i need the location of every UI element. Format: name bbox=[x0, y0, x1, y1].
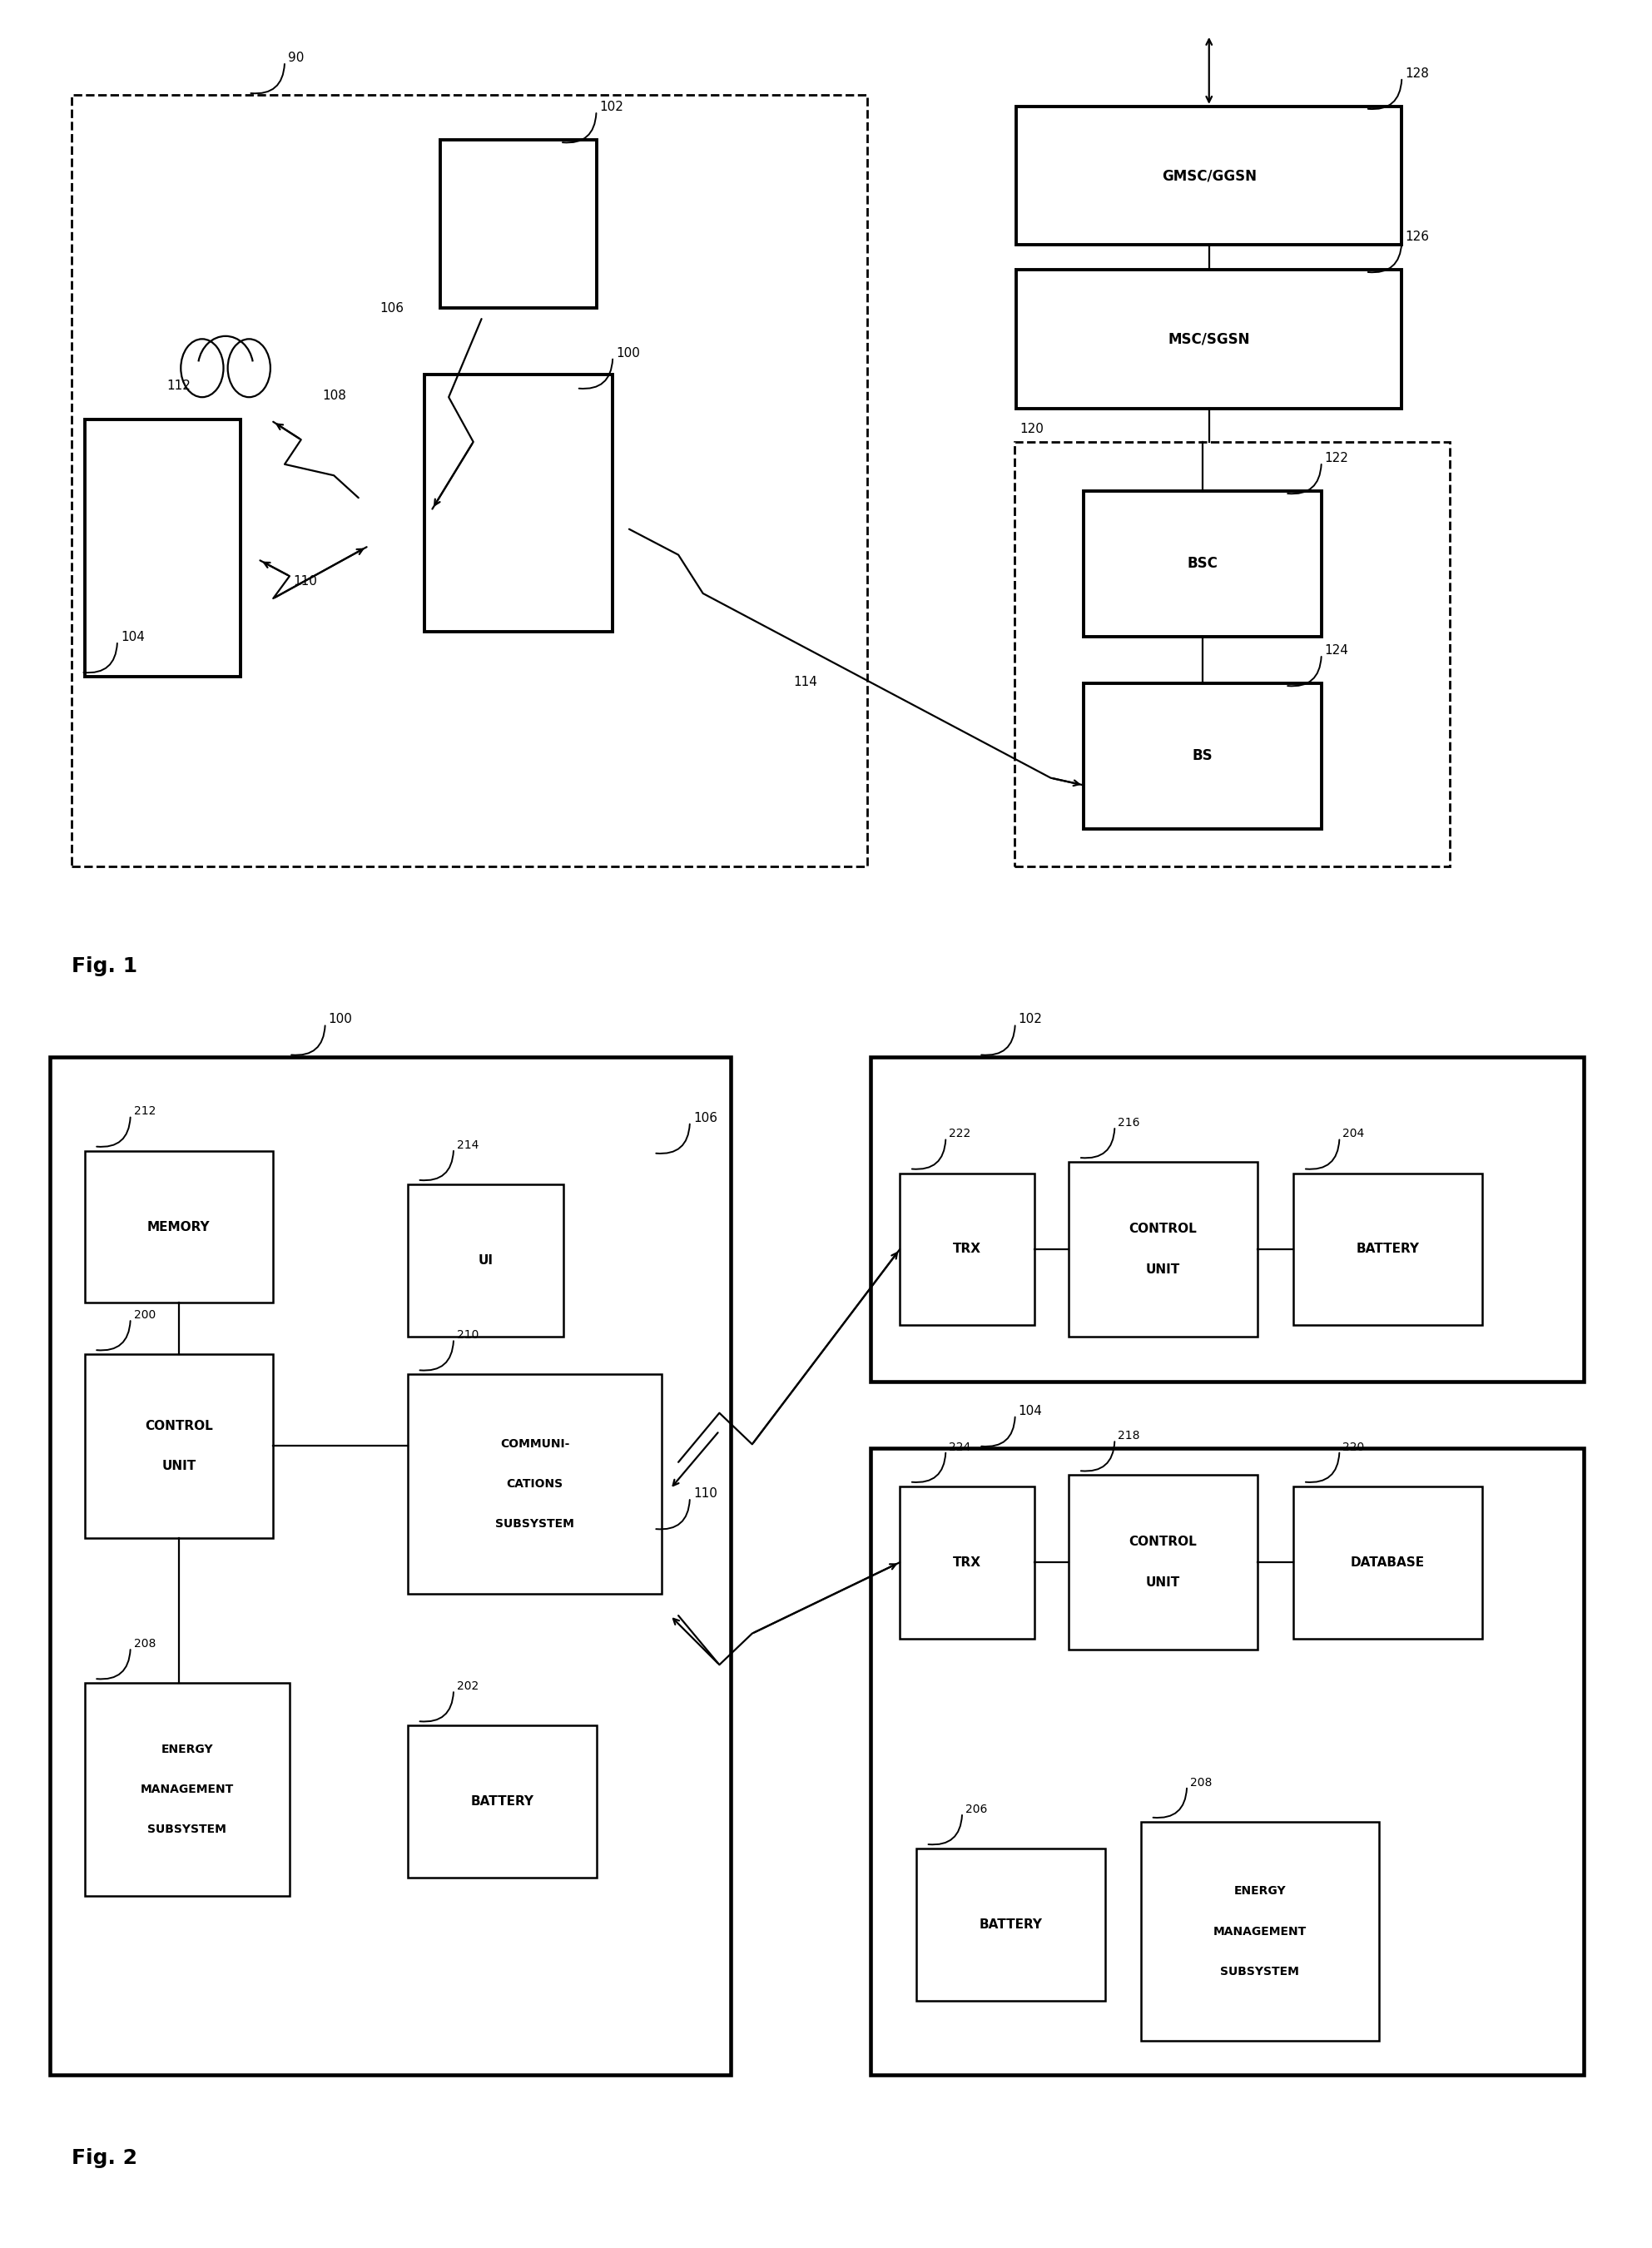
Bar bbox=[1069, 1162, 1257, 1338]
Bar bbox=[425, 375, 613, 632]
Text: 216: 216 bbox=[1118, 1117, 1140, 1128]
Text: MEMORY: MEMORY bbox=[147, 1221, 210, 1234]
Text: SUBSYSTEM: SUBSYSTEM bbox=[496, 1517, 575, 1531]
Bar bbox=[408, 1726, 596, 1877]
Text: 220: 220 bbox=[1343, 1441, 1365, 1452]
Text: MANAGEMENT: MANAGEMENT bbox=[1213, 1927, 1307, 1938]
Text: 110: 110 bbox=[694, 1488, 717, 1499]
Bar bbox=[900, 1486, 1034, 1639]
Text: 122: 122 bbox=[1325, 452, 1348, 465]
Text: SUBSYSTEM: SUBSYSTEM bbox=[1221, 1965, 1300, 1978]
Text: 128: 128 bbox=[1406, 67, 1429, 79]
Bar bbox=[1294, 1486, 1482, 1639]
Text: 106: 106 bbox=[380, 301, 405, 315]
Text: 210: 210 bbox=[458, 1329, 479, 1342]
Bar bbox=[900, 1173, 1034, 1326]
Text: 214: 214 bbox=[458, 1140, 479, 1151]
Text: CATIONS: CATIONS bbox=[507, 1479, 563, 1490]
Text: 218: 218 bbox=[1118, 1430, 1140, 1441]
Bar bbox=[1142, 1821, 1379, 2041]
Text: 90: 90 bbox=[287, 52, 304, 63]
Text: UNIT: UNIT bbox=[162, 1459, 197, 1472]
Bar bbox=[84, 1151, 273, 1304]
Text: 204: 204 bbox=[1343, 1128, 1365, 1140]
Bar bbox=[441, 139, 596, 308]
Text: BSC: BSC bbox=[1188, 555, 1218, 571]
Text: 108: 108 bbox=[322, 389, 347, 402]
Text: BATTERY: BATTERY bbox=[471, 1796, 534, 1807]
Bar bbox=[84, 1684, 289, 1895]
Text: COMMUNI-: COMMUNI- bbox=[501, 1439, 570, 1450]
Text: UI: UI bbox=[477, 1254, 492, 1266]
Text: BATTERY: BATTERY bbox=[1356, 1243, 1419, 1254]
Bar bbox=[1084, 683, 1322, 830]
Text: 100: 100 bbox=[329, 1014, 352, 1025]
Text: CONTROL: CONTROL bbox=[145, 1421, 213, 1432]
Bar bbox=[84, 420, 240, 677]
Text: 124: 124 bbox=[1325, 645, 1348, 656]
Bar bbox=[84, 1353, 273, 1538]
Bar bbox=[1016, 270, 1403, 409]
Text: 104: 104 bbox=[121, 632, 145, 643]
Text: 102: 102 bbox=[1018, 1014, 1042, 1025]
Text: ENERGY: ENERGY bbox=[160, 1742, 213, 1756]
Text: 104: 104 bbox=[1018, 1405, 1042, 1416]
Text: 200: 200 bbox=[134, 1308, 155, 1322]
Bar bbox=[1084, 490, 1322, 636]
Text: TRX: TRX bbox=[953, 1556, 981, 1569]
Bar bbox=[408, 1185, 563, 1338]
Bar bbox=[408, 1374, 662, 1594]
Text: DATABASE: DATABASE bbox=[1351, 1556, 1426, 1569]
Text: 102: 102 bbox=[600, 101, 624, 112]
Bar bbox=[1294, 1173, 1482, 1326]
Text: 112: 112 bbox=[167, 380, 190, 391]
Bar bbox=[871, 1057, 1584, 1380]
Text: 224: 224 bbox=[948, 1441, 971, 1452]
Bar bbox=[50, 1057, 730, 2075]
Text: 126: 126 bbox=[1406, 229, 1429, 243]
Text: 212: 212 bbox=[134, 1106, 155, 1117]
Bar bbox=[71, 94, 867, 868]
Text: 100: 100 bbox=[616, 346, 639, 360]
Text: BATTERY: BATTERY bbox=[980, 1918, 1042, 1931]
Text: 208: 208 bbox=[1189, 1776, 1213, 1787]
Text: CONTROL: CONTROL bbox=[1128, 1223, 1198, 1236]
Text: 208: 208 bbox=[134, 1639, 155, 1650]
Text: 120: 120 bbox=[1019, 423, 1044, 436]
Bar bbox=[1069, 1475, 1257, 1650]
Text: MSC/SGSN: MSC/SGSN bbox=[1168, 330, 1251, 346]
Text: MANAGEMENT: MANAGEMENT bbox=[140, 1783, 233, 1796]
Bar bbox=[1014, 443, 1449, 868]
Text: BS: BS bbox=[1193, 749, 1213, 764]
Text: TRX: TRX bbox=[953, 1243, 981, 1254]
Text: 202: 202 bbox=[458, 1682, 479, 1693]
Text: ENERGY: ENERGY bbox=[1234, 1886, 1285, 1897]
Bar bbox=[917, 1848, 1105, 2001]
Text: CONTROL: CONTROL bbox=[1128, 1535, 1198, 1549]
Text: Fig. 2: Fig. 2 bbox=[71, 2149, 137, 2169]
Text: GMSC/GGSN: GMSC/GGSN bbox=[1161, 169, 1257, 184]
Text: UNIT: UNIT bbox=[1146, 1576, 1180, 1589]
Bar bbox=[1016, 106, 1403, 245]
Text: 106: 106 bbox=[694, 1111, 717, 1124]
Text: 222: 222 bbox=[948, 1128, 971, 1140]
Text: Fig. 1: Fig. 1 bbox=[71, 955, 137, 976]
Text: UNIT: UNIT bbox=[1146, 1263, 1180, 1275]
Text: 206: 206 bbox=[965, 1803, 988, 1814]
Bar bbox=[871, 1448, 1584, 2075]
Text: SUBSYSTEM: SUBSYSTEM bbox=[147, 1823, 226, 1834]
Text: 114: 114 bbox=[793, 674, 818, 688]
Text: 110: 110 bbox=[292, 575, 317, 587]
